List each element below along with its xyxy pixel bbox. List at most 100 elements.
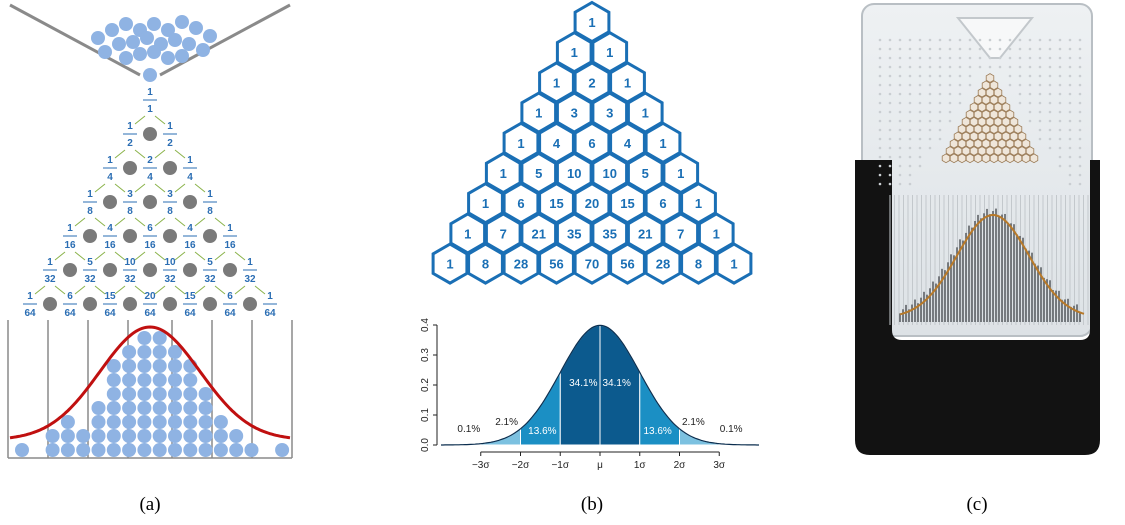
board-hole (1058, 56, 1062, 60)
peg-hex (973, 138, 983, 149)
peg-hex (953, 131, 963, 142)
peg-hex (1025, 146, 1035, 156)
pascal-number: 1 (606, 45, 613, 60)
ball (133, 47, 147, 61)
peg (183, 263, 197, 277)
path-arrow (74, 217, 86, 227)
peg (163, 229, 177, 243)
board-hole (888, 56, 892, 60)
board-hole (1078, 38, 1082, 42)
board-hole (938, 92, 942, 96)
board-hole (1018, 56, 1022, 60)
board-hole (878, 56, 882, 60)
board-hole (988, 56, 992, 60)
board-hole (1048, 47, 1052, 51)
path-arrow (94, 217, 106, 227)
ball (137, 443, 152, 457)
peg-hex (981, 138, 991, 149)
path-arrow (174, 217, 186, 227)
ball (198, 443, 213, 457)
numerator: 4 (107, 223, 113, 234)
region-label: 0.1% (457, 424, 480, 435)
board-hole (1058, 47, 1062, 51)
board-hole (918, 56, 922, 60)
peg (43, 297, 57, 311)
peg-hex (985, 102, 995, 113)
peg-hex (1017, 146, 1027, 156)
pascal-number: 4 (624, 136, 632, 151)
pascal-number: 8 (482, 257, 489, 272)
numerator: 3 (127, 189, 133, 200)
path-arrow (134, 285, 146, 295)
peg-hex (1013, 138, 1023, 149)
ball (152, 345, 167, 359)
peg-hex (961, 131, 971, 142)
board-hole (898, 119, 902, 123)
board-hole (1018, 74, 1022, 78)
ball (137, 373, 152, 387)
peg-hex (973, 124, 983, 134)
ball (105, 23, 119, 37)
ball (147, 17, 161, 31)
board (861, 3, 1093, 337)
board-hole (968, 65, 972, 69)
board-hole (958, 38, 962, 42)
board-hole (908, 164, 912, 168)
pascal-number: 1 (588, 15, 595, 30)
x-tick-label: −2σ (512, 460, 530, 471)
path-arrow (214, 217, 226, 227)
peg-hex (1013, 124, 1023, 134)
board-hole (1058, 101, 1062, 105)
board-hole (958, 92, 962, 96)
board-hole (888, 92, 892, 96)
ball (152, 331, 167, 345)
path-arrow (74, 251, 86, 261)
ball (198, 387, 213, 401)
peg-hex (997, 138, 1007, 149)
pascal-number: 6 (588, 136, 595, 151)
board-hole (1068, 92, 1072, 96)
region-label: 13.6% (528, 426, 556, 437)
ball (152, 401, 167, 415)
board-hole (1008, 38, 1012, 42)
path-arrow (114, 149, 126, 159)
board-hole (968, 74, 972, 78)
board-hole (918, 164, 922, 168)
caption: (a) (139, 494, 160, 515)
board-hole (1048, 56, 1052, 60)
path-arrow (114, 251, 126, 261)
pascal-number: 1 (571, 45, 578, 60)
numerator: 1 (147, 87, 153, 98)
board-hole (1058, 74, 1062, 78)
ball (168, 387, 182, 401)
denominator: 64 (224, 308, 236, 319)
hex-cell (538, 242, 575, 285)
board-hole (1068, 128, 1072, 132)
board-hole (938, 83, 942, 87)
board-hole (888, 83, 892, 87)
x-tick-label: 2σ (674, 460, 687, 471)
peg-hex (1005, 138, 1015, 149)
board-hole (908, 119, 912, 123)
board-hole (948, 92, 952, 96)
pascal-number: 7 (677, 226, 684, 241)
peg-hex (949, 138, 959, 149)
board-hole (1068, 155, 1072, 159)
board-hole (998, 56, 1002, 60)
peg-hex (965, 109, 975, 120)
peg-hex (973, 153, 983, 164)
board-hole (988, 65, 992, 69)
pascal-number: 1 (659, 136, 666, 151)
ball (45, 443, 60, 457)
board-hole (938, 74, 942, 78)
peg (83, 229, 97, 243)
peg-hex (989, 153, 999, 164)
ball (189, 21, 203, 35)
board-hole (1078, 137, 1082, 141)
peg-hex (949, 153, 959, 164)
path-arrow (114, 285, 126, 295)
peg-hex (945, 146, 955, 156)
board-hole (1038, 128, 1042, 132)
board-hole (908, 110, 912, 114)
peg-hex (997, 153, 1007, 164)
